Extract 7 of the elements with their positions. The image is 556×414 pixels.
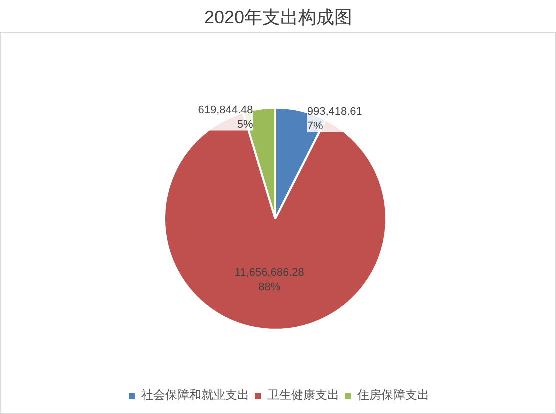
data-label: 993,418.61 7% (307, 106, 362, 132)
legend-label: 社会保障和就业支出 (142, 387, 250, 404)
chart-title: 2020年支出构成图 (204, 8, 353, 28)
data-label: 619,844.48 5% (198, 104, 254, 131)
legend-label: 卫生健康支出 (268, 387, 340, 404)
data-label: 11,656,686.28 88% (234, 266, 304, 294)
legend-label: 住房保障支出 (358, 387, 430, 404)
